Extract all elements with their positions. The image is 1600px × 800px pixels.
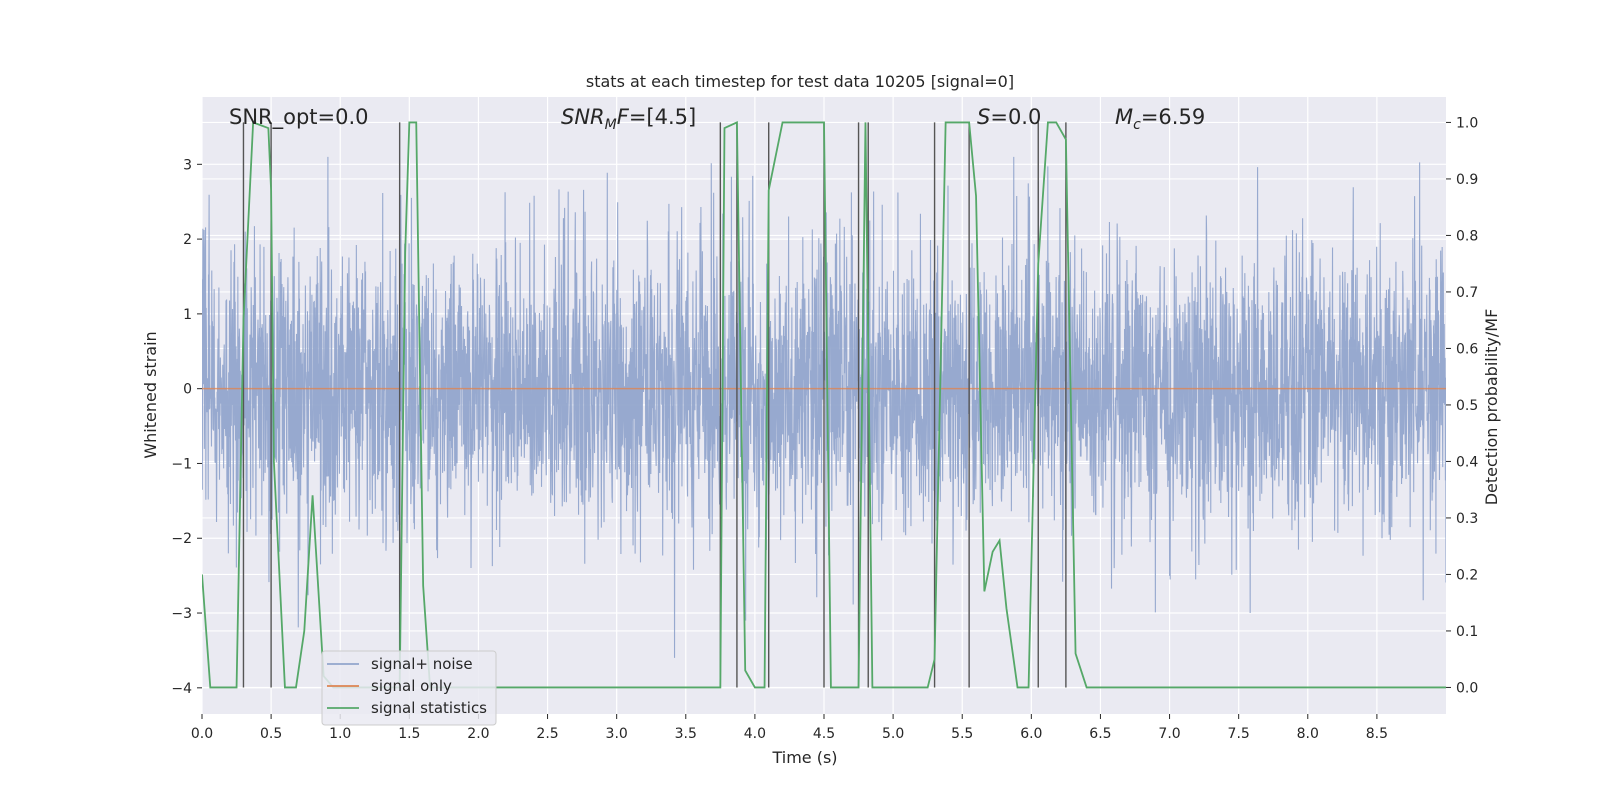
y2-tick-label-9: 0.9	[1456, 172, 1478, 188]
series-signal-statistics	[202, 121, 1446, 689]
y-tick-label-1: −3	[171, 606, 192, 622]
x-tick-label-13: 6.5	[1089, 726, 1111, 742]
y2-tick-label-8: 0.8	[1456, 228, 1478, 244]
y2-tick-label-0: 0.0	[1456, 680, 1478, 696]
x-tick-label-16: 8.0	[1297, 726, 1319, 742]
x-tick-label-6: 3.0	[606, 726, 628, 742]
x-tick-label-17: 8.5	[1366, 726, 1388, 742]
x-tick-label-4: 2.0	[467, 726, 489, 742]
y2-axis-ticks: 0.0 0.1 0.2 0.3 0.4 0.5 0.6 0.7 0.8 0.9 1.0	[1446, 115, 1478, 696]
x-tick-label-3: 1.5	[398, 726, 420, 742]
x-tick-label-0: 0.0	[191, 726, 213, 742]
y2-tick-label-1: 0.1	[1456, 624, 1478, 640]
y-tick-label-3: −1	[171, 456, 192, 472]
y2-tick-label-7: 0.7	[1456, 285, 1478, 301]
y-axis-label: Whitened strain	[141, 331, 160, 458]
x-axis-ticks: 0.0 0.5 1.0 1.5 2.0 2.5 3.0 3.5 4.0 4.5 5.0 5.5 6.0 6…	[191, 714, 1388, 742]
y2-tick-label-3: 0.3	[1456, 511, 1478, 527]
x-tick-label-12: 6.0	[1020, 726, 1042, 742]
chart-title: stats at each timestep for test data 102…	[586, 72, 1014, 91]
x-tick-label-15: 7.5	[1228, 726, 1250, 742]
y2-tick-label-6: 0.6	[1456, 341, 1478, 357]
plot-area	[201, 97, 1446, 714]
y-axis-ticks: −4 −3 −2 −1 0 1 2 3	[171, 157, 202, 697]
x-tick-label-10: 5.0	[882, 726, 904, 742]
x-tick-label-1: 0.5	[260, 726, 282, 742]
x-tick-label-7: 3.5	[675, 726, 697, 742]
y2-tick-label-5: 0.5	[1456, 398, 1478, 414]
y2-axis-label: Detection probability/MF	[1482, 309, 1501, 506]
annotation-snr-mf: SNRMF=[4.5]	[561, 105, 696, 133]
annotation-snr-opt: SNR_opt=0.0	[229, 105, 369, 130]
legend-label-stats: signal statistics	[371, 699, 487, 717]
y2-tick-label-10: 1.0	[1456, 115, 1478, 131]
x-tick-label-8: 4.0	[744, 726, 766, 742]
x-tick-label-11: 5.5	[951, 726, 973, 742]
y-tick-label-6: 2	[183, 232, 192, 248]
y-tick-label-5: 1	[183, 307, 192, 323]
y-tick-label-4: 0	[183, 382, 192, 398]
x-axis-label: Time (s)	[771, 748, 837, 767]
y2-tick-label-4: 0.4	[1456, 454, 1478, 470]
legend-frame	[321, 650, 497, 726]
y-tick-label-2: −2	[171, 531, 192, 547]
x-tick-label-5: 2.5	[536, 726, 558, 742]
annotation-mc: Mc=6.59	[1115, 105, 1205, 133]
stats-trace	[202, 121, 1446, 689]
legend-label-noise: signal+ noise	[371, 655, 473, 673]
x-tick-label-9: 4.5	[813, 726, 835, 742]
x-tick-label-2: 1.0	[329, 726, 351, 742]
legend: signal+ noise signal only signal statist…	[321, 650, 497, 726]
y2-tick-label-2: 0.2	[1456, 567, 1478, 583]
y-tick-label-0: −4	[171, 681, 192, 697]
annotation-s: S=0.0	[977, 105, 1041, 129]
x-tick-label-14: 7.0	[1158, 726, 1180, 742]
legend-label-signal: signal only	[371, 677, 452, 695]
y-tick-label-7: 3	[183, 157, 192, 173]
